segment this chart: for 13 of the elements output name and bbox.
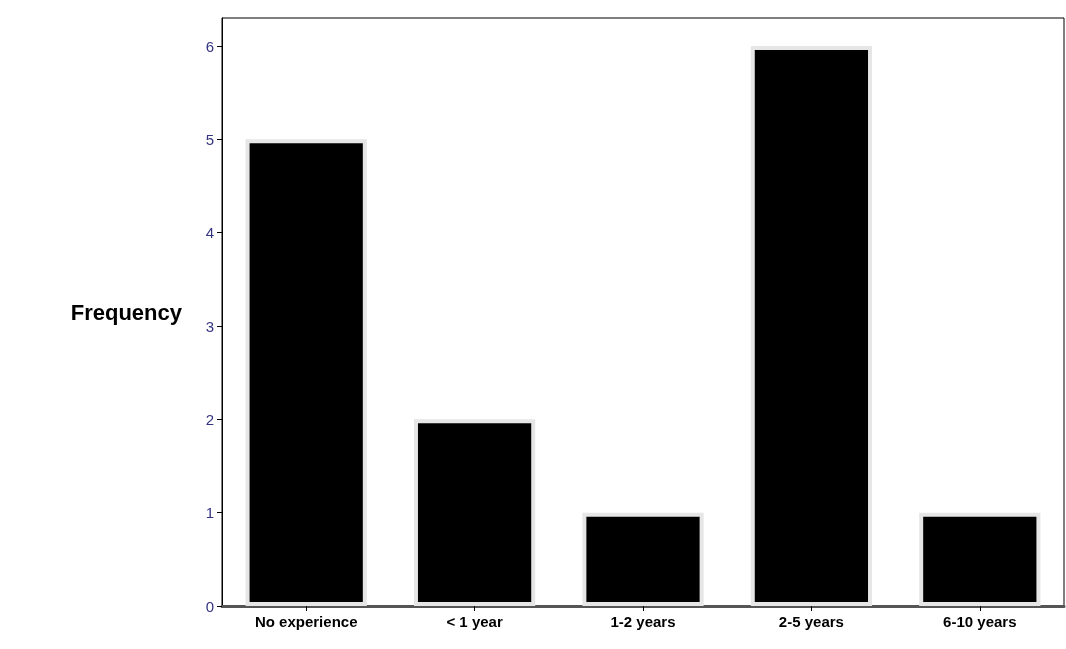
y-tick-label: 1 [205, 504, 214, 522]
y-tick-label: 6 [205, 37, 214, 55]
y-tick-label: 4 [205, 224, 214, 242]
y-tick-label: 3 [205, 317, 214, 335]
x-tick-label: 1-2 years [610, 613, 676, 630]
x-tick-label: 2-5 years [778, 613, 844, 630]
x-tick-label: No experience [254, 613, 358, 630]
y-tick-label: 0 [205, 597, 214, 615]
y-tick-label: 2 [205, 410, 214, 428]
x-tick-label: < 1 year [446, 613, 503, 630]
x-tick-label: 6-10 years [943, 613, 1017, 630]
y-tick-label: 5 [205, 130, 214, 148]
y-axis-title: Frequency [70, 299, 183, 325]
